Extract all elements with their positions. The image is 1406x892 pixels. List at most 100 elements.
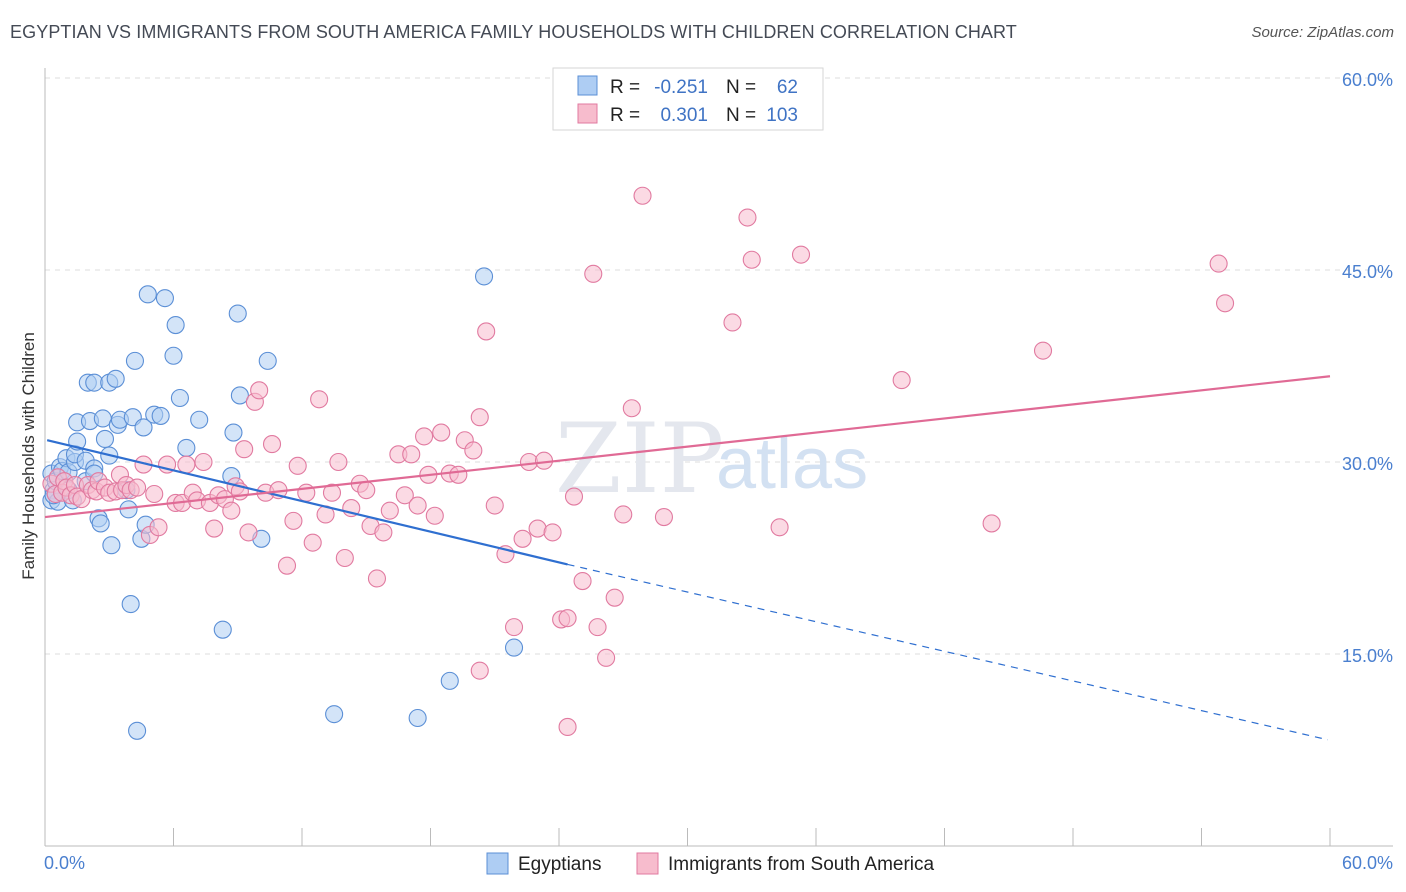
south-america-point: [380, 501, 399, 520]
y-tick-label: 30.0%: [1342, 454, 1393, 474]
egyptians-points: [42, 267, 524, 740]
south-america-point: [415, 427, 434, 446]
x-tick-min: 0.0%: [44, 853, 85, 873]
south-america-point: [470, 408, 489, 427]
south-america-point: [614, 505, 633, 524]
egyptians-point: [93, 409, 112, 428]
south-america-point: [477, 322, 496, 341]
egyptians-point: [125, 351, 144, 370]
south-america-point: [633, 186, 652, 205]
series-legend-swatch-egyptians: [486, 852, 509, 875]
south-america-point: [128, 478, 147, 497]
egyptians-point: [474, 267, 494, 286]
egyptians-trend-extension: [567, 563, 1328, 741]
south-america-point: [791, 245, 811, 264]
legend-n-value-south-america: 103: [766, 105, 798, 126]
trend-lines: [44, 375, 1331, 741]
south-america-point: [543, 523, 562, 542]
egyptians-point: [504, 638, 524, 657]
series-legend-label-south-america: Immigrants from South America: [668, 854, 935, 875]
south-america-point: [1209, 254, 1228, 273]
south-america-point: [367, 569, 387, 588]
south-america-point: [277, 556, 297, 575]
south-america-point: [303, 533, 322, 552]
south-america-point: [449, 465, 468, 484]
south-america-point: [558, 717, 577, 737]
chart-title: EGYPTIAN VS IMMIGRANTS FROM SOUTH AMERIC…: [10, 22, 1017, 42]
egyptians-point: [190, 410, 209, 429]
south-america-point: [513, 529, 532, 548]
south-america-point: [519, 452, 539, 472]
egyptians-point: [151, 406, 170, 425]
y-tick-label: 45.0%: [1342, 262, 1393, 282]
y-tick-labels: 15.0% 30.0% 45.0% 60.0%: [1342, 70, 1393, 666]
egyptians-point: [164, 346, 183, 365]
legend-r-value-egyptians: -0.251: [654, 77, 708, 98]
south-america-point: [564, 487, 584, 506]
egyptians-point: [213, 620, 232, 639]
legend-r-label-egyptians: R =: [610, 77, 640, 98]
egyptians-point: [325, 705, 344, 724]
series-legend-swatch-south-america: [636, 852, 659, 875]
south-america-point: [588, 618, 607, 637]
y-tick-label: 60.0%: [1342, 70, 1393, 90]
egyptians-point: [224, 423, 243, 442]
egyptians-point: [134, 418, 153, 437]
watermark: ZIP atlas: [555, 403, 868, 515]
egyptians-point: [170, 388, 189, 408]
south-america-point: [357, 481, 376, 500]
legend-r-value-south-america: 0.301: [660, 105, 708, 126]
egyptians-point: [258, 351, 277, 370]
south-america-point: [470, 661, 489, 680]
y-axis-label: Family Households with Children: [19, 332, 38, 580]
x-tick-max: 60.0%: [1342, 853, 1393, 873]
gridlines: [45, 77, 1393, 655]
source-label: Source: ZipAtlas.com: [1251, 24, 1394, 41]
legend-n-value-egyptians: 62: [777, 77, 798, 98]
south-america-point: [235, 440, 254, 459]
egyptians-point: [95, 429, 115, 449]
south-america-point: [528, 519, 547, 538]
egyptians-trend-line: [46, 439, 568, 566]
egyptians-point: [91, 514, 110, 533]
south-america-point: [310, 390, 329, 409]
south-america-point: [622, 399, 641, 418]
south-america-point: [222, 501, 241, 520]
y-tick-label: 15.0%: [1342, 646, 1393, 666]
south-america-point: [395, 486, 414, 505]
south-america-point: [194, 452, 213, 472]
south-america-point: [723, 313, 742, 332]
egyptians-point: [102, 536, 121, 555]
south-america-point: [322, 483, 342, 502]
south-america-point: [288, 456, 307, 475]
legend-swatch-egyptians: [577, 75, 598, 96]
egyptians-point: [228, 304, 247, 323]
south-america-point: [982, 514, 1001, 533]
south-america-point: [239, 523, 258, 542]
axes: [44, 68, 1393, 847]
south-america-point: [177, 455, 196, 474]
legend-n-label-egyptians: N =: [726, 77, 756, 98]
south-america-point: [738, 208, 757, 227]
south-america-point: [205, 519, 224, 538]
series-legend-label-egyptians: Egyptians: [518, 854, 601, 875]
egyptians-point: [138, 285, 157, 304]
egyptians-point: [121, 595, 140, 614]
south-america-point: [284, 511, 303, 530]
south-america-trend-line: [44, 375, 1331, 519]
legend-n-label-south-america: N =: [726, 105, 756, 126]
south-america-point: [573, 571, 592, 591]
correlation-legend: R = -0.251 N = 62 R = 0.301 N = 103: [552, 67, 824, 131]
south-america-point: [654, 507, 673, 527]
south-america-point: [335, 548, 354, 568]
south-america-point: [485, 496, 504, 515]
south-america-point: [402, 445, 421, 464]
legend-r-label-south-america: R =: [610, 105, 640, 126]
south-america-point: [432, 423, 451, 442]
south-america-points: [42, 186, 1235, 737]
watermark-atlas: atlas: [716, 424, 868, 504]
egyptians-point: [408, 708, 427, 728]
egyptians-point: [166, 315, 185, 335]
south-america-point: [425, 506, 444, 525]
